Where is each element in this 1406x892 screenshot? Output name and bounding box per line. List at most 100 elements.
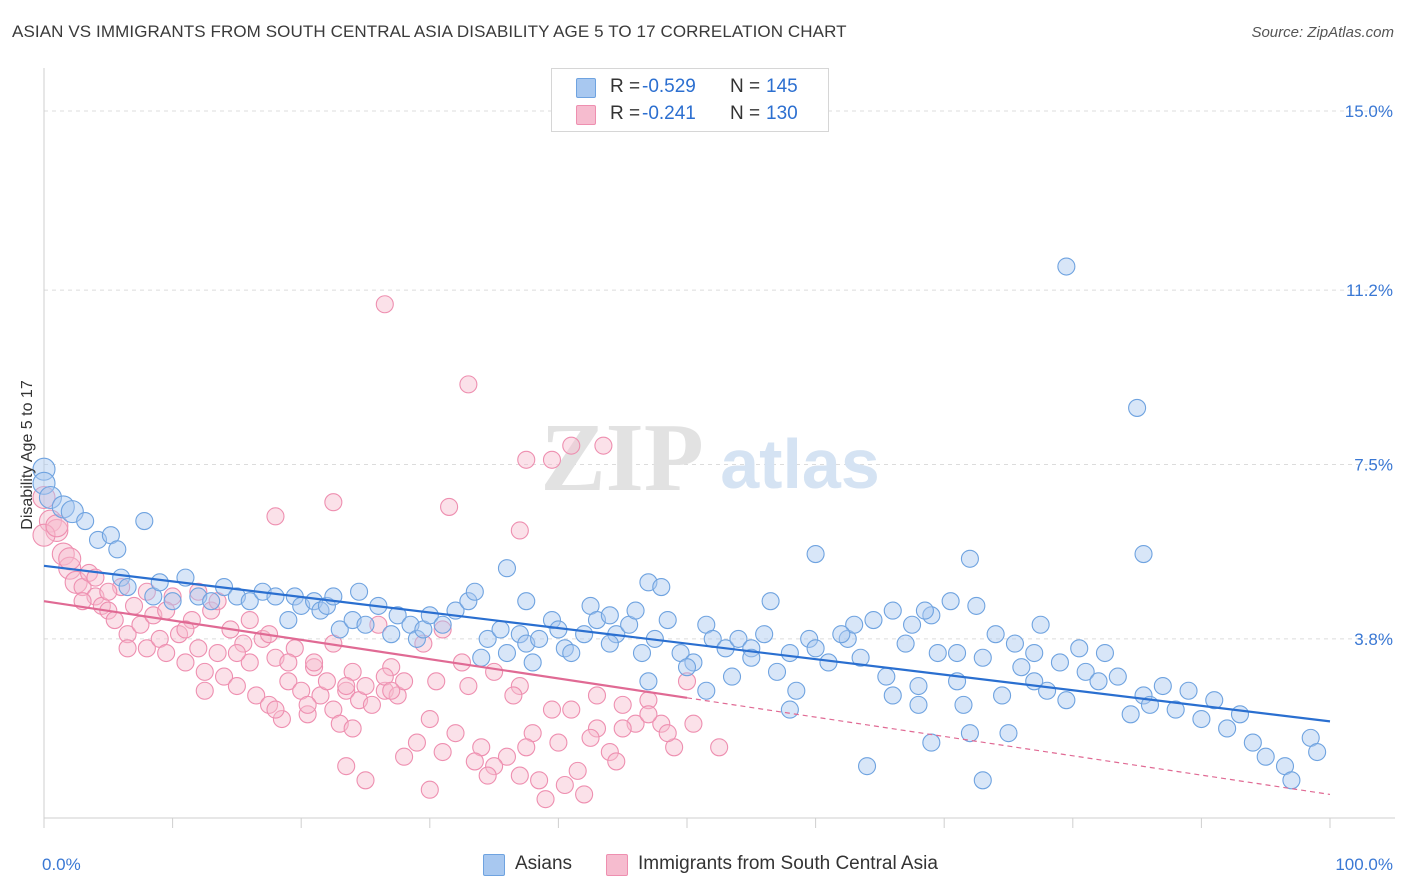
immigrants-point <box>195 662 214 681</box>
immigrants-point <box>581 728 600 747</box>
immigrants-point <box>485 662 504 681</box>
legend-swatch-immigrants <box>576 105 596 125</box>
asians-point <box>497 559 517 578</box>
asians-point <box>76 512 95 531</box>
y-axis-label: Disability Age 5 to 17 <box>19 380 36 530</box>
asians-point <box>530 629 549 648</box>
asians-point <box>1243 733 1262 752</box>
asians-point <box>780 643 799 663</box>
immigrants-point <box>555 775 574 795</box>
asians-point <box>472 648 491 667</box>
immigrants-point <box>202 601 221 620</box>
legend-label-immigrants: Immigrants from South Central Asia <box>638 853 938 874</box>
asians-point <box>1076 662 1095 681</box>
immigrants-point <box>652 714 671 733</box>
immigrants-point <box>382 681 401 700</box>
asians-point <box>1108 667 1127 686</box>
asians-point <box>960 724 979 743</box>
immigrants-point <box>227 676 246 696</box>
immigrants-point <box>208 643 227 663</box>
immigrants-point <box>369 615 388 634</box>
legend-swatch-asians <box>483 854 505 876</box>
immigrants-point <box>189 639 208 658</box>
asians-point <box>677 658 697 677</box>
asians-point <box>562 643 581 663</box>
asians-point <box>1025 643 1044 663</box>
asians-point <box>388 606 407 625</box>
immigrants-point <box>710 738 729 757</box>
asians-point <box>108 540 127 559</box>
asians-point <box>806 545 825 564</box>
immigrants-point <box>272 709 291 729</box>
asians-point <box>478 629 497 648</box>
immigrants-point <box>266 700 285 719</box>
immigrants-point <box>530 771 549 790</box>
asians-point <box>973 771 992 790</box>
asians-point <box>523 653 542 672</box>
series-legend: Asians Immigrants from South Central Asi… <box>0 852 1406 878</box>
asians-point <box>954 695 973 714</box>
asians-point <box>915 601 934 620</box>
asians-point <box>407 629 426 648</box>
asians-point <box>780 700 799 719</box>
x-tick-label: 0.0% <box>42 855 81 874</box>
watermark: ZIP atlas <box>540 404 879 512</box>
immigrants-point <box>356 771 375 790</box>
asians-point <box>240 592 259 611</box>
immigrants-point <box>375 295 394 314</box>
immigrants-point <box>613 719 632 738</box>
asians-point <box>832 625 851 644</box>
immigrants-trend-line <box>43 600 688 699</box>
y-tick-label: 7.5% <box>1354 455 1393 474</box>
immigrants-point <box>497 747 517 766</box>
asians-point <box>658 610 677 630</box>
asians-point <box>38 485 62 510</box>
asians-point <box>729 629 748 648</box>
legend-r-label: R = <box>610 103 641 124</box>
asians-point <box>1153 676 1172 696</box>
legend-n-label: N = <box>730 76 761 97</box>
immigrants-point <box>465 752 484 771</box>
asians-point <box>1057 691 1076 710</box>
asians-point <box>941 592 960 611</box>
stats-legend: R = -0.529 N = 145 R = -0.241 N = 130 <box>551 68 829 132</box>
legend-n-value: 130 <box>766 103 798 124</box>
immigrants-point <box>549 733 568 752</box>
immigrants-point <box>433 620 452 639</box>
immigrants-point <box>562 700 581 719</box>
immigrants-point <box>58 547 82 571</box>
immigrants-point <box>433 742 452 762</box>
immigrants-point <box>568 761 587 780</box>
immigrants-point <box>587 686 607 705</box>
immigrants-point <box>362 695 381 714</box>
immigrants-point <box>427 672 446 691</box>
immigrants-point <box>542 450 562 469</box>
asians-point <box>973 648 992 667</box>
immigrants-point <box>677 672 697 691</box>
immigrants-point <box>234 634 253 653</box>
asians-point <box>800 629 819 648</box>
immigrants-point <box>337 757 356 776</box>
asians-points <box>32 257 1327 790</box>
asians-point <box>491 620 510 639</box>
immigrants-point <box>45 514 69 538</box>
immigrants-point <box>279 653 298 672</box>
tick-labels: 3.8% 7.5% 11.2% 15.0% 0.0% 100.0% <box>42 102 1393 874</box>
legend-swatch-asians <box>576 78 596 98</box>
asians-point <box>857 757 877 776</box>
asians-point <box>626 601 645 620</box>
asians-point <box>1012 658 1031 677</box>
immigrants-point <box>382 658 401 677</box>
immigrants-point <box>504 686 523 705</box>
asians-point <box>510 625 529 644</box>
immigrants-point <box>536 790 555 809</box>
asians-point <box>697 681 716 700</box>
asians-point <box>1166 700 1185 719</box>
immigrants-point <box>587 719 607 738</box>
immigrants-point <box>356 676 375 696</box>
immigrants-point <box>99 582 118 601</box>
asians-point <box>459 592 478 611</box>
asians-point <box>864 610 883 630</box>
asians-point <box>845 615 864 634</box>
asians-point <box>948 643 967 663</box>
